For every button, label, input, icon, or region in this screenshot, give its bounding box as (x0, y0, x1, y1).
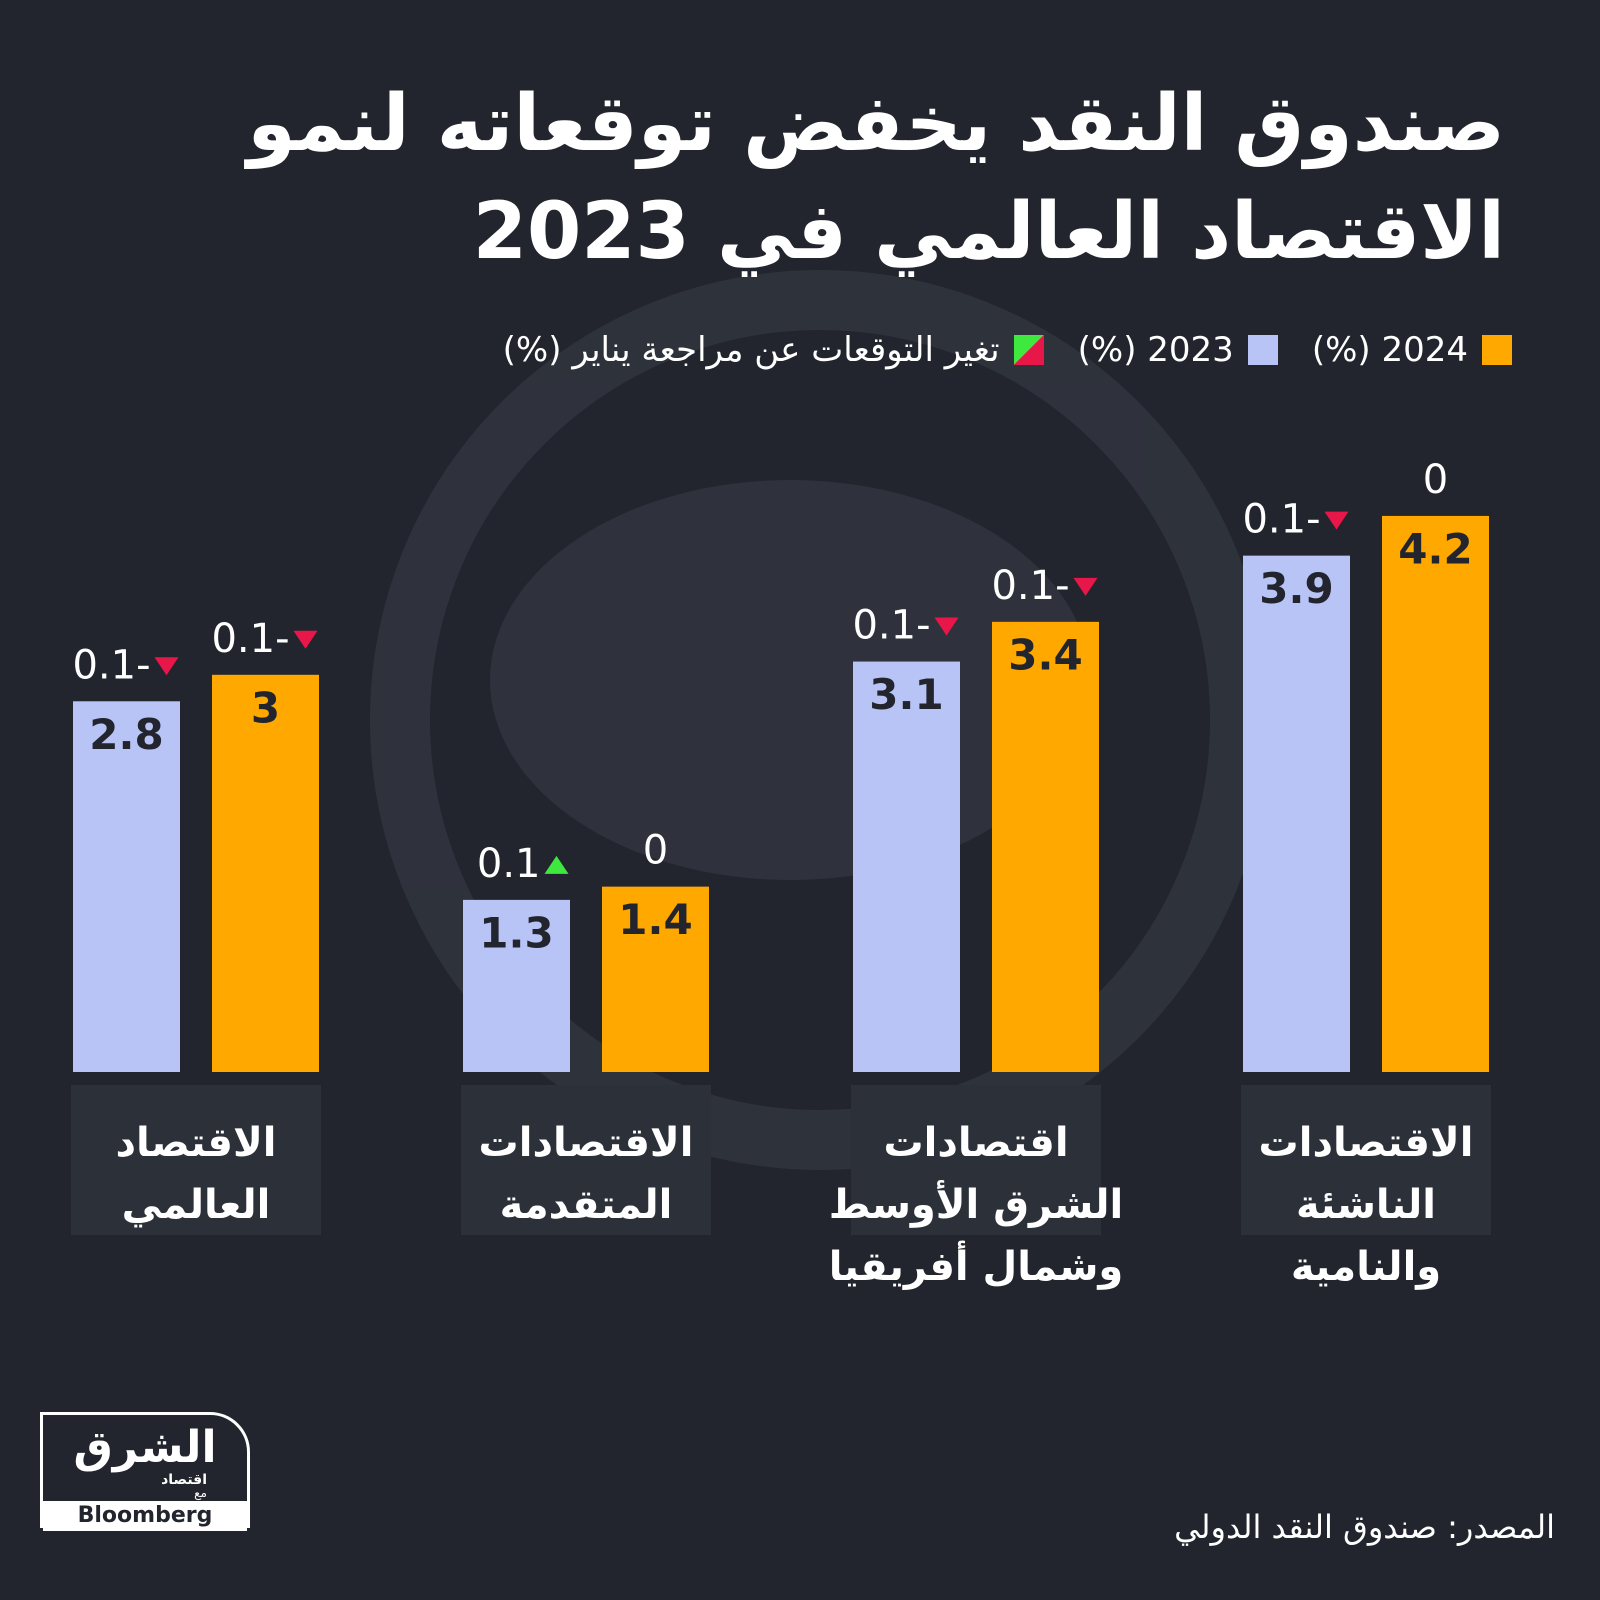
change-marker (1324, 511, 1349, 530)
legend-swatch (1482, 335, 1512, 365)
bar (212, 674, 319, 1072)
category-label-bg (1241, 1085, 1491, 1235)
bar (853, 661, 960, 1072)
bar (1382, 515, 1489, 1072)
category-label-bg (71, 1085, 321, 1235)
change-label: 0.1- (1242, 497, 1320, 543)
change-label: 0 (643, 828, 668, 874)
change-label: 0.1- (211, 616, 289, 662)
change-marker (293, 630, 318, 649)
change-label: 0 (1423, 457, 1448, 503)
bar (1243, 555, 1350, 1072)
legend-label: 2024 (%) (1311, 330, 1468, 370)
bar (992, 621, 1099, 1072)
legend-label: 2023 (%) (1077, 330, 1234, 370)
change-label: 0.1- (72, 642, 150, 688)
value-label: 2.8 (89, 710, 163, 759)
value-label: 3.1 (869, 670, 943, 719)
change-label: 0.1- (991, 563, 1069, 609)
legend-item: تغير التوقعات عن مراجعة يناير (%) (503, 330, 1044, 370)
logo: الشرق اقتصاد مع Bloomberg (40, 1412, 250, 1531)
x-tick-label: الاقتصاد العالمي (115, 1120, 277, 1228)
change-label: 0.1- (852, 603, 930, 649)
category-label-bg (461, 1085, 711, 1235)
logo-with: مع (194, 1486, 207, 1500)
value-label: 3.4 (1008, 630, 1082, 679)
legend-item: 2023 (%) (1078, 330, 1278, 370)
value-label: 4.2 (1398, 524, 1472, 573)
x-tick-label: الاقتصادات المتقدمة (478, 1120, 694, 1228)
bar (463, 899, 570, 1072)
value-label: 1.3 (479, 908, 553, 957)
x-tick-label: اقتصادات الشرق الأوسط وشمال أفريقيا (828, 1120, 1124, 1290)
x-tick-label: الاقتصادات الناشئة والنامية (1258, 1120, 1474, 1290)
logo-partner: Bloomberg (43, 1501, 247, 1531)
logo-sub: اقتصاد (161, 1472, 207, 1488)
value-label: 3.9 (1259, 564, 1333, 613)
change-marker (1073, 577, 1098, 596)
change-marker (544, 855, 569, 874)
legend-swatch (1013, 335, 1044, 365)
change-label: 0.1 (477, 841, 541, 887)
legend: 2024 (%) 2023 (%) تغير التوقعات عن مراجعة … (503, 330, 1512, 370)
bar (73, 701, 180, 1072)
legend-item: 2024 (%) (1312, 330, 1512, 370)
bar (602, 886, 709, 1072)
value-label: 3 (251, 683, 280, 732)
legend-label: تغير التوقعات عن مراجعة يناير (%) (502, 330, 1000, 370)
legend-swatch (1247, 335, 1278, 365)
change-marker (154, 657, 179, 676)
chart-title: صندوق النقد يخفض توقعاته لنمو الاقتصاد ا… (247, 79, 1505, 277)
logo-name: الشرق (73, 1422, 217, 1473)
change-marker (934, 617, 959, 636)
value-label: 1.4 (618, 895, 692, 944)
category-label-bg (851, 1085, 1101, 1235)
source: المصدر: صندوق النقد الدولي (1174, 1508, 1555, 1546)
